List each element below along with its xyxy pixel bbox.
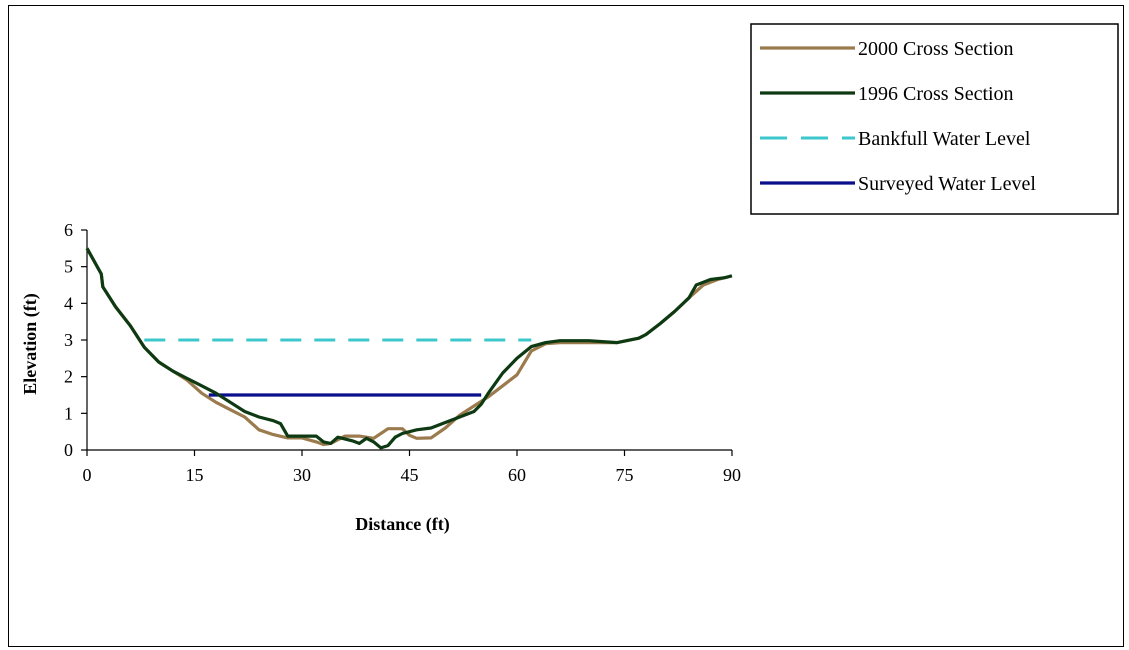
x-axis-title: Distance (ft) [355,514,449,535]
legend: 2000 Cross Section 1996 Cross Section Bank… [750,23,1119,215]
y-tick-label: 6 [64,220,73,240]
legend-label-3: Surveyed Water Level [858,173,1036,195]
legend-label-1: 1996 Cross Section [858,83,1014,105]
y-tick-label: 0 [64,440,73,460]
y-axis-title: Elevation (ft) [20,293,41,394]
x-tick-label: 15 [186,465,204,485]
x-tick-label: 90 [723,465,741,485]
x-tick-label: 60 [508,465,526,485]
plot-area [85,247,733,450]
x-tick-label: 30 [293,465,311,485]
series-line-0 [85,247,726,447]
legend-label-2: Bankfull Water Level [858,128,1031,150]
legend-label-0: 2000 Cross Section [858,38,1014,60]
y-tick-label: 3 [64,330,73,350]
x-tick-label: 0 [83,465,92,485]
x-tick-label: 75 [616,465,634,485]
y-tick-label: 1 [64,403,73,423]
y-tick-label: 2 [64,367,73,387]
x-tick-label: 45 [401,465,419,485]
y-tick-label: 5 [64,257,73,277]
y-tick-label: 4 [64,293,73,313]
series-line-1 [85,247,733,450]
